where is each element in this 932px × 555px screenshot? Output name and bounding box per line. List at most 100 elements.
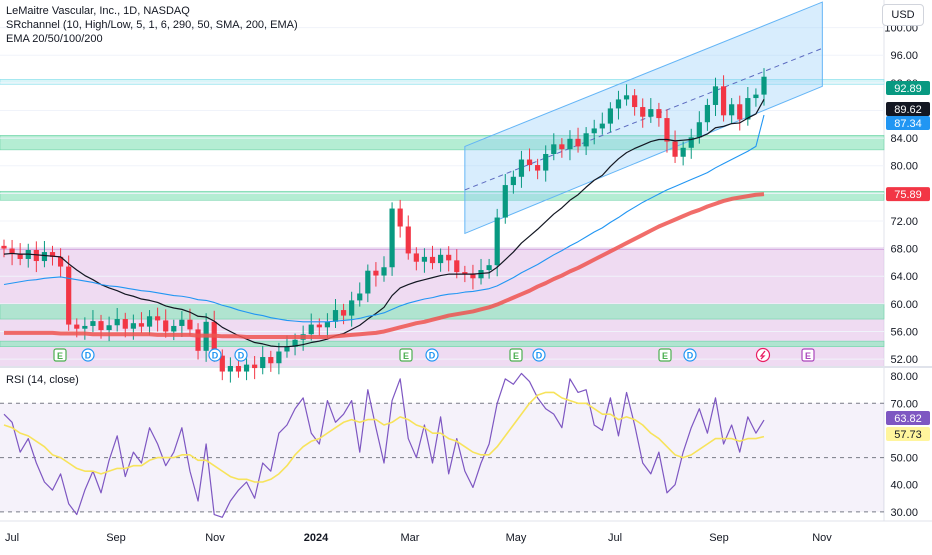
channel-midline [464, 47, 823, 191]
candle-body [405, 226, 411, 254]
candle-body [187, 319, 193, 330]
symbol-title[interactable]: LeMaitre Vascular, Inc., 1D, NASDAQ [6, 5, 190, 17]
candle-body [656, 109, 662, 119]
time-axis-tick: Nov [812, 532, 832, 544]
price-tag-89.62 [886, 102, 930, 116]
candle-body [648, 109, 654, 117]
time-axis-tick: 2024 [304, 532, 329, 544]
candle-body [9, 248, 15, 255]
rsi-tag-text: 63.82 [894, 413, 922, 425]
dividend-icon-label: D [429, 351, 436, 361]
candle-body [179, 319, 185, 326]
candle-body [340, 310, 347, 316]
price-tag-text: 89.62 [894, 104, 922, 116]
candle-body [712, 86, 719, 105]
currency-button[interactable]: USD [882, 4, 924, 26]
candle-body [41, 252, 48, 262]
dividend-icon-label: D [238, 351, 245, 361]
rsi-line [3, 372, 765, 518]
ema-line-20 [3, 99, 765, 348]
candle-body [316, 324, 322, 328]
candle-body [607, 108, 613, 124]
candle-body [146, 316, 153, 327]
lightning-icon [759, 350, 766, 360]
candle-body [324, 321, 331, 328]
candle-body [195, 329, 201, 351]
dividend-icon-label: D [85, 351, 92, 361]
dividend-icon[interactable] [208, 348, 222, 362]
rsi-legend-label[interactable]: RSI (14, close) [6, 374, 79, 386]
rsi-pane-bg [0, 368, 932, 520]
candle-body [82, 325, 88, 329]
candle-body [138, 323, 145, 327]
dividend-icon-label: D [687, 351, 694, 361]
candle-body [74, 324, 80, 329]
candle-body [640, 107, 646, 117]
candle-body [252, 364, 258, 369]
earnings-icon[interactable] [658, 348, 672, 362]
candle-body [1, 245, 7, 249]
candle-body [106, 325, 112, 331]
time-axis-tick: May [506, 532, 527, 544]
candle-body [429, 256, 436, 264]
candle-body [33, 249, 39, 262]
candle-body [130, 323, 136, 329]
dividend-icon[interactable] [532, 348, 546, 362]
ema-line-50 [3, 114, 765, 323]
candle-body [543, 153, 549, 171]
earnings-icon[interactable] [801, 348, 815, 362]
rsi-axis-tick: 40.00 [890, 480, 918, 492]
dividend-icon-label: D [212, 351, 219, 361]
sr-zone [0, 135, 885, 151]
rsi-tag-text: 57.73 [894, 429, 922, 441]
candle-body [688, 137, 694, 148]
candle-body [365, 270, 371, 294]
indicator-ema-label[interactable]: EMA 20/50/100/200 [6, 33, 103, 45]
candle-body [389, 208, 395, 268]
price-axis-tick: 64.00 [890, 271, 918, 283]
time-axis-tick: Mar [401, 532, 420, 544]
price-tag-text: 87.34 [894, 118, 922, 130]
candle-body [349, 300, 355, 316]
dividend-icon[interactable] [234, 348, 248, 362]
candle-body [57, 256, 64, 267]
candle-body [292, 339, 298, 347]
candle-body [583, 133, 589, 147]
candle-body [49, 252, 56, 257]
time-axis-tick: Jul [5, 532, 19, 544]
earnings-icon-label: E [662, 351, 668, 361]
dividend-icon[interactable] [81, 348, 95, 362]
earnings-icon[interactable] [399, 348, 413, 362]
candle-body [114, 319, 120, 326]
candle-body [211, 321, 217, 356]
candle-body [575, 138, 581, 147]
candle-body [470, 273, 476, 279]
split-icon[interactable] [755, 347, 771, 363]
candle-body [559, 144, 565, 150]
dividend-icon[interactable] [683, 348, 697, 362]
candle-body [421, 256, 428, 262]
indicator-srchannel-label[interactable]: SRchannel (10, High/Low, 5, 1, 6, 290, 5… [6, 19, 298, 31]
chart-legend: LeMaitre Vascular, Inc., 1D, NASDAQ SRch… [6, 4, 298, 46]
price-axis-tick: 52.00 [890, 354, 918, 366]
rsi-ma-line [3, 391, 765, 483]
candle-body [729, 104, 735, 116]
candle-body [332, 310, 339, 322]
price-axis-tick: 72.00 [890, 216, 918, 228]
candle-body [163, 320, 169, 332]
candle-body [478, 270, 484, 279]
candle-body [745, 98, 751, 120]
candle-body [219, 355, 225, 372]
candle-body [397, 208, 403, 227]
sr-zone [0, 190, 885, 201]
dividend-icon[interactable] [425, 348, 439, 362]
earnings-icon[interactable] [509, 348, 523, 362]
price-axis-tick: 60.00 [890, 299, 918, 311]
candle-body [90, 321, 96, 326]
candle-body [276, 351, 282, 364]
candle-body [462, 272, 468, 274]
candle-body [235, 366, 242, 372]
candle-body [454, 260, 460, 273]
earnings-icon[interactable] [53, 348, 67, 362]
